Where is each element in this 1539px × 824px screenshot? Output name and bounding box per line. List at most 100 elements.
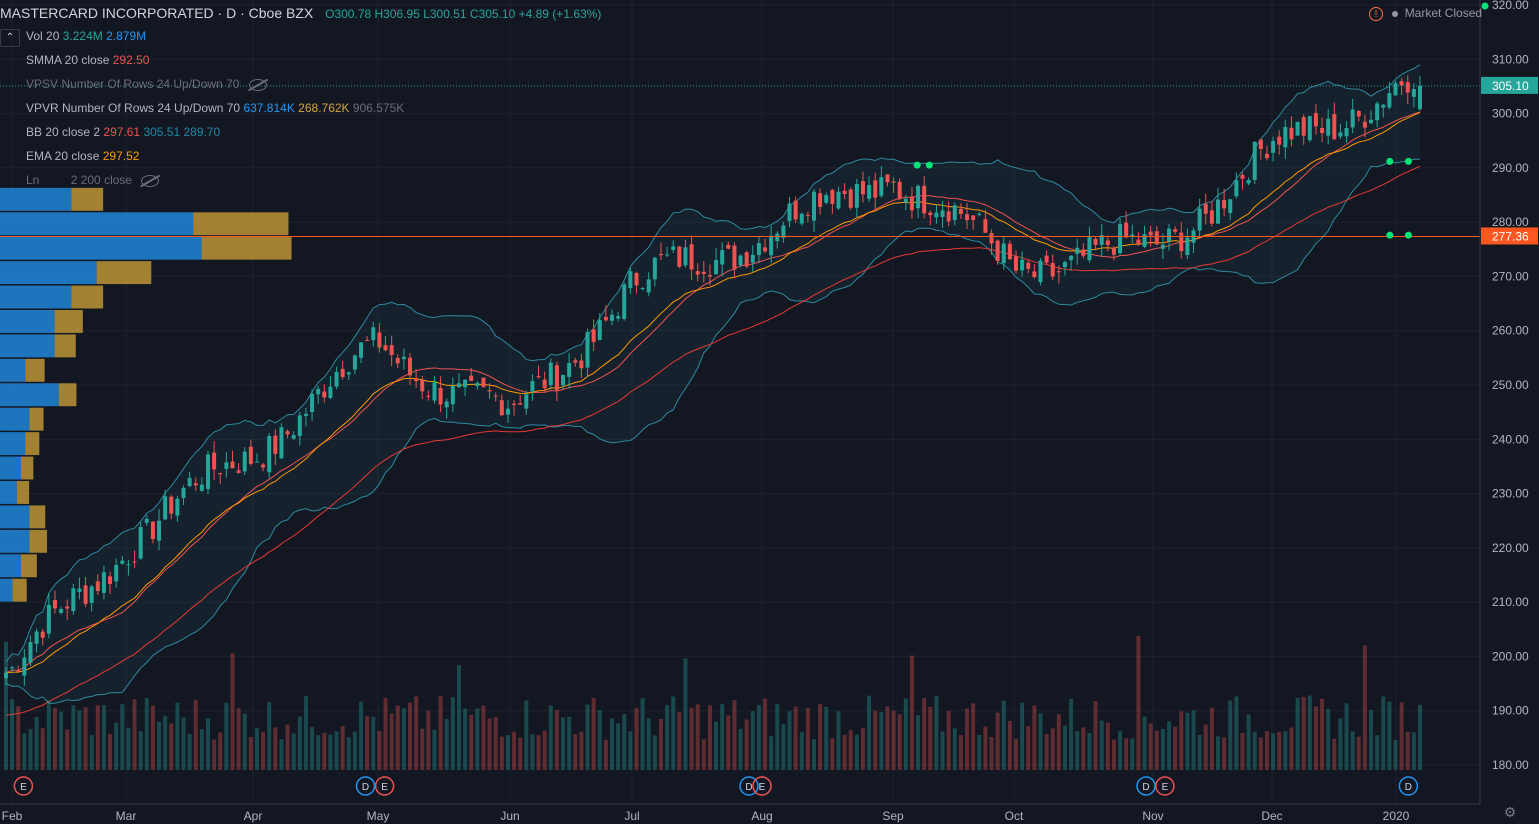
- candle-body: [1099, 235, 1104, 245]
- volume-profile-down-bar: [58, 383, 77, 407]
- candle-body: [1283, 126, 1288, 148]
- earnings-marker-icon[interactable]: [752, 776, 772, 796]
- candle-body: [10, 667, 15, 669]
- volume-bar: [1014, 738, 1018, 770]
- candle-body: [1130, 234, 1135, 236]
- legend-vpsv[interactable]: VPSV Number Of Rows 24 Up/Down 70: [26, 75, 267, 93]
- volume-bar: [206, 718, 210, 770]
- volume-bar: [652, 735, 657, 770]
- candle-body: [1087, 237, 1092, 261]
- legend-vol[interactable]: Vol 20 3.224M 2.879M: [26, 27, 146, 45]
- candle-body: [585, 332, 590, 368]
- volume-bar: [1038, 713, 1043, 770]
- marker-label: D: [745, 782, 752, 793]
- volume-bar: [169, 723, 174, 770]
- volume-bar: [408, 702, 412, 770]
- earnings-marker-icon[interactable]: [13, 776, 34, 796]
- horizontal-line-label: 277.36: [1492, 229, 1529, 243]
- marker-label: E: [1162, 782, 1169, 793]
- candle-body: [983, 219, 988, 233]
- earnings-marker-icon[interactable]: [374, 776, 395, 796]
- hidden-eye-icon-2[interactable]: [141, 174, 160, 187]
- settings-icon[interactable]: ⚙: [1503, 804, 1517, 820]
- legend-bb-upper: 305.51: [143, 125, 181, 139]
- candle-body: [922, 185, 927, 214]
- volume-bar: [1405, 731, 1410, 770]
- volume-bar: [138, 731, 143, 770]
- earnings-marker-icon[interactable]: [1155, 776, 1175, 796]
- candle-body: [1203, 203, 1208, 214]
- volume-profile-up-bar: [0, 481, 17, 504]
- candle-body: [646, 279, 651, 293]
- dividend-marker-icon[interactable]: [1136, 776, 1156, 796]
- dividend-marker-icon[interactable]: [1398, 776, 1419, 796]
- volume-bar: [1399, 702, 1404, 770]
- volume-bar: [1099, 720, 1104, 770]
- volume-bar: [714, 721, 719, 770]
- volume-bar: [622, 714, 627, 770]
- candle-body: [830, 189, 835, 204]
- market-status[interactable]: ! Market Closed: [1369, 6, 1482, 21]
- candle-body: [212, 452, 217, 470]
- volume-bar: [83, 707, 88, 770]
- legend-smma-value: 292.50: [112, 53, 150, 67]
- volume-bar: [922, 697, 927, 770]
- candle-body: [1173, 229, 1178, 232]
- candle-body: [432, 382, 437, 401]
- volume-bar: [1032, 705, 1037, 770]
- volume-bar: [420, 728, 425, 770]
- volume-bar: [1020, 702, 1025, 770]
- candle-body: [1142, 234, 1147, 247]
- candle-body: [689, 244, 694, 270]
- candle-body: [365, 339, 370, 341]
- warning-circle-icon[interactable]: !: [1369, 6, 1383, 21]
- horizontal-line-tag: [1481, 227, 1538, 245]
- dividend-marker-icon[interactable]: [355, 776, 376, 796]
- volume-bar: [879, 712, 884, 770]
- volume-bar: [114, 722, 119, 770]
- volume-bar: [989, 737, 994, 770]
- volume-bar: [971, 703, 976, 770]
- candle-body: [1154, 231, 1159, 245]
- time-axis-tick-label: Aug: [751, 809, 772, 823]
- market-status-label: Market Closed: [1404, 6, 1483, 20]
- signal-dot: [1386, 231, 1394, 239]
- legend-bb[interactable]: BB 20 close 2 297.61 305.51 289.70: [26, 123, 220, 141]
- volume-bar: [1277, 731, 1282, 770]
- dividend-marker-icon[interactable]: [739, 776, 759, 796]
- volume-bar: [181, 717, 186, 770]
- volume-profile-down-bar: [71, 285, 104, 309]
- volume-profile-up-bar: [0, 529, 30, 553]
- candle-body: [530, 381, 535, 392]
- candle-body: [1056, 271, 1061, 273]
- volume-bar: [512, 731, 517, 770]
- candle-body: [371, 327, 376, 341]
- candle-body: [475, 383, 480, 387]
- legend-vpvr[interactable]: VPVR Number Of Rows 24 Up/Down 70 637.81…: [26, 99, 404, 117]
- legend-smma[interactable]: SMMA 20 close 292.50: [26, 51, 149, 69]
- hidden-eye-icon[interactable]: [248, 78, 267, 91]
- chevron-up-icon[interactable]: ⌃: [0, 29, 20, 47]
- legend-ema[interactable]: EMA 20 close 297.52: [26, 147, 139, 165]
- legend-ln[interactable]: Ln 2 200 close: [26, 171, 160, 189]
- volume-bar: [744, 719, 749, 770]
- candle-body: [89, 586, 94, 603]
- candle-body: [1362, 121, 1367, 128]
- symbol-title[interactable]: MASTERCARD INCORPORATED · D · Cboe BZX: [0, 5, 314, 21]
- smma-line: [5, 165, 1421, 716]
- volume-profile-up-bar: [0, 334, 55, 358]
- volume-bar: [640, 698, 645, 770]
- legend-vol-label: Vol 20: [26, 29, 60, 43]
- last-price-tag: [1481, 76, 1538, 94]
- volume-bar: [463, 708, 468, 770]
- candle-body: [977, 213, 982, 215]
- candle-body: [126, 564, 131, 566]
- candle-body: [426, 395, 431, 397]
- candle-body: [995, 240, 1000, 261]
- candle-body: [793, 200, 798, 220]
- volume-bar: [738, 728, 743, 770]
- candle-body: [744, 252, 749, 267]
- candle-body: [71, 588, 76, 611]
- volume-bar: [95, 705, 100, 770]
